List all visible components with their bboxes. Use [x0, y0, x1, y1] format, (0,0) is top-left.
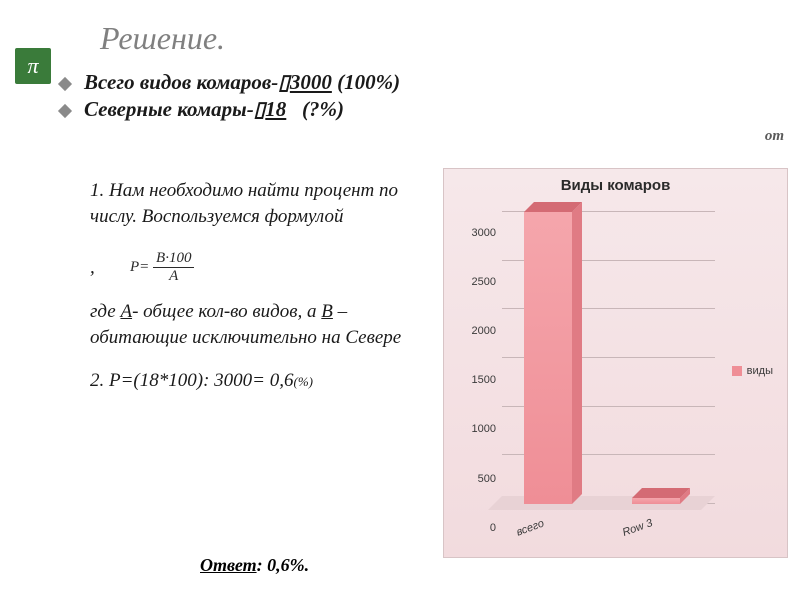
chart-panel: Виды комаров 0 500 1000 1500 2000 2500 3…	[443, 168, 788, 558]
chart-legend: виды	[732, 365, 773, 377]
chart-body: 0 500 1000 1500 2000 2500 3000	[454, 206, 777, 536]
bullet-prefix: Всего видов комаров-	[84, 70, 278, 94]
legend-label: виды	[747, 365, 773, 377]
var-a: А	[120, 301, 132, 322]
var-b: В	[321, 301, 333, 322]
answer-label: Ответ	[200, 555, 257, 575]
y-tick-label: 3000	[454, 227, 496, 239]
bullet-item: Всего видов комаров-▯3000 (100%)	[60, 70, 780, 95]
bullet-item: Северные комары-▯18 (?%)	[60, 97, 780, 122]
bullet-value: 18	[265, 97, 286, 121]
list-number: 2.	[90, 370, 104, 391]
paragraph-1: 1. Нам необходимо найти процент по числу…	[90, 178, 430, 229]
bar-top	[524, 202, 582, 212]
where-prefix: где	[90, 301, 120, 322]
arrow-icon: ▯	[254, 98, 266, 121]
answer-line: Ответ: 0,6%.	[200, 555, 309, 576]
bullet-value: 3000	[290, 70, 332, 94]
bullet-suffix: (?%)	[302, 97, 344, 121]
calc-unit: (%)	[293, 374, 313, 389]
bullet-prefix: Северные комары-	[84, 97, 254, 121]
slide: π Решение. Всего видов комаров-▯3000 (10…	[0, 0, 800, 600]
fraction-denominator: А	[153, 268, 194, 285]
y-tick-label: 1000	[454, 423, 496, 435]
y-tick-label: 0	[454, 522, 496, 534]
answer-value: : 0,6%.	[257, 555, 310, 575]
calc-text: Р=(18*100): 3000= 0,6	[109, 370, 293, 391]
formula: Р= В·100 А	[130, 250, 194, 284]
bullet-marker-icon	[58, 104, 72, 118]
paragraph-3: 2. Р=(18*100): 3000= 0,6(%)	[90, 368, 430, 394]
y-tick-label: 500	[454, 473, 496, 485]
bar-front	[632, 498, 680, 504]
y-tick-label: 1500	[454, 374, 496, 386]
where-mid1: - общее кол-во видов, а	[132, 301, 321, 322]
paragraph-text: Нам необходимо найти процент по числу. В…	[90, 180, 398, 227]
bar-top	[632, 488, 690, 498]
bar-front	[524, 212, 572, 504]
arrow-icon: ▯	[278, 71, 290, 94]
plot-area	[502, 212, 715, 504]
body-text: 1. Нам необходимо найти процент по числу…	[90, 178, 430, 412]
x-tick-label: Row 3	[621, 517, 654, 539]
bullet-list: Всего видов комаров-▯3000 (100%) Северны…	[60, 70, 780, 124]
fraction-numerator: В·100	[153, 250, 194, 268]
legend-swatch-icon	[732, 366, 742, 376]
bar-side	[572, 202, 582, 504]
x-tick-label: всего	[515, 517, 546, 538]
list-number: 1.	[90, 180, 104, 201]
paragraph-2: где А- общее кол-во видов, а В – обитающ…	[90, 299, 430, 350]
ot-label: от	[765, 128, 784, 145]
y-tick-label: 2000	[454, 325, 496, 337]
pi-icon: π	[15, 48, 51, 84]
y-tick-label: 2500	[454, 276, 496, 288]
bullet-suffix: (100%)	[337, 70, 400, 94]
bullet-marker-icon	[58, 77, 72, 91]
page-title: Решение.	[100, 20, 225, 57]
chart-title: Виды комаров	[444, 169, 787, 198]
